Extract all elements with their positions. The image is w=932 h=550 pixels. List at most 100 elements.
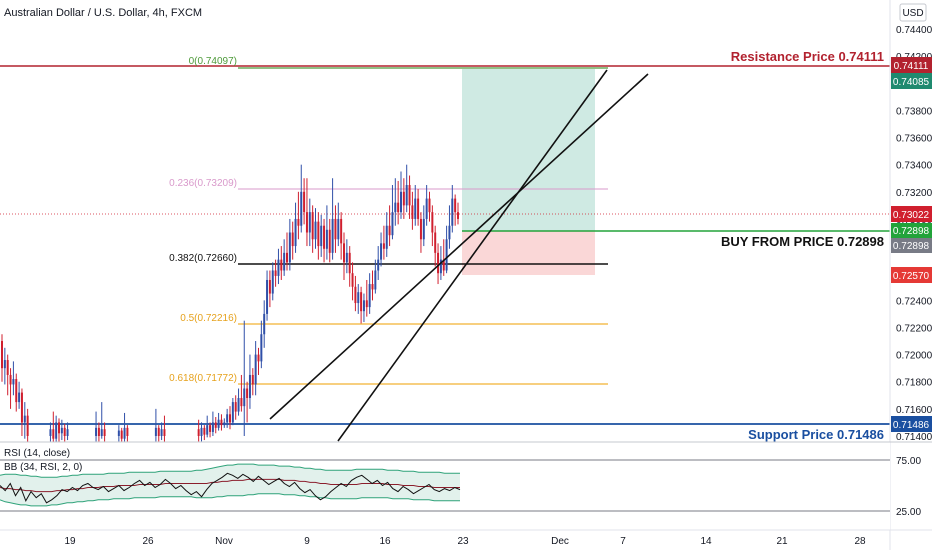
loss-zone [462, 231, 595, 275]
candle [263, 300, 266, 348]
candle [362, 293, 365, 323]
candle [163, 415, 166, 443]
candle [203, 425, 206, 441]
price-tag-buy-gray-text: 0.72898 [893, 241, 930, 252]
candle [334, 205, 337, 253]
candle [400, 171, 402, 219]
candle [197, 419, 200, 442]
candle [257, 347, 260, 375]
price-tag-buy-gray: 0.72898 [891, 238, 932, 253]
time-tick-label: 7 [620, 536, 626, 547]
trend-line-steep[interactable] [337, 69, 608, 442]
candle [66, 422, 69, 441]
candle [411, 191, 414, 230]
time-tick-label: 26 [142, 536, 154, 547]
time-tick-label: 16 [379, 536, 391, 547]
price-tick-label: 0.73600 [896, 134, 932, 145]
support-annotation: Support Price 0.71486 [748, 427, 884, 442]
candle [314, 208, 317, 249]
candle [323, 218, 326, 263]
candle [3, 347, 6, 385]
price-tick-label: 0.72400 [896, 296, 932, 307]
candle [217, 412, 220, 431]
candle [63, 423, 66, 442]
time-tick-label: Dec [551, 536, 569, 547]
time-tick-label: 14 [700, 536, 712, 547]
candle [434, 225, 437, 267]
currency-box[interactable] [899, 3, 927, 22]
candle [374, 259, 377, 294]
candle [246, 381, 249, 423]
time-tick-label: 19 [64, 536, 76, 547]
candle [220, 414, 223, 431]
price-tag-support: 0.71486 [891, 416, 932, 432]
candle [277, 248, 280, 285]
candle [445, 225, 448, 274]
candle [328, 218, 331, 263]
rsi-level-25-label: 25.00 [896, 507, 921, 518]
candle [237, 388, 240, 416]
candle [95, 411, 98, 442]
candle [226, 408, 229, 428]
candle [343, 232, 345, 280]
candle [340, 212, 343, 260]
price-tick-label: 0.74400 [896, 25, 932, 36]
candle [18, 381, 21, 409]
time-tick-label: 9 [304, 536, 310, 547]
candle [380, 232, 383, 267]
trend-line-lower[interactable] [269, 73, 649, 420]
price-tick-label: 0.71600 [896, 405, 932, 416]
candle [371, 270, 374, 301]
candle [331, 178, 334, 260]
rsi-label: RSI (14, close) [4, 448, 70, 459]
candle [260, 320, 263, 369]
candle [240, 374, 243, 412]
candle [377, 246, 380, 280]
candle [23, 402, 26, 439]
candle [305, 178, 308, 247]
price-tick-label: 0.71800 [896, 378, 932, 389]
candle [126, 425, 129, 442]
candle [422, 205, 425, 247]
candle [15, 373, 18, 412]
price-tag-stop-text: 0.72570 [893, 271, 930, 282]
candle [291, 221, 294, 260]
rsi-bb-band [0, 464, 460, 506]
candle [317, 212, 320, 260]
candle [283, 239, 286, 276]
candle [58, 418, 60, 443]
candle [437, 243, 440, 285]
candle [103, 422, 106, 442]
bb-label: BB (34, RSI, 2, 0) [4, 462, 82, 473]
candle [271, 262, 274, 301]
price-tag-target: 0.74085 [891, 73, 932, 89]
candle [248, 354, 251, 409]
candle [286, 232, 288, 271]
candle [20, 388, 23, 436]
candle [157, 425, 160, 442]
candle [354, 275, 357, 312]
time-tick-label: 23 [457, 536, 469, 547]
candle [368, 273, 371, 314]
candle [308, 198, 311, 247]
candles-group [1, 164, 459, 450]
price-tick-label: 0.72000 [896, 351, 932, 362]
candle [348, 246, 351, 287]
time-tick-label: 21 [776, 536, 788, 547]
candle [234, 395, 237, 420]
candle [294, 202, 297, 253]
price-tag-resistance-text: 0.74111 [894, 61, 929, 72]
candle [100, 402, 103, 439]
candle [382, 225, 385, 260]
resistance-annotation: Resistance Price 0.74111 [731, 49, 884, 64]
fib-618-label: 0.618(0.71772) [169, 373, 237, 384]
candle [274, 259, 277, 287]
candle [394, 178, 397, 226]
fib-382-label: 0.382(0.72660) [169, 253, 237, 264]
candle [345, 239, 348, 274]
candle [117, 425, 120, 442]
chart-title: Australian Dollar / U.S. Dollar, 4h, FXC… [4, 7, 202, 19]
candle [320, 214, 323, 257]
candle [405, 164, 408, 213]
